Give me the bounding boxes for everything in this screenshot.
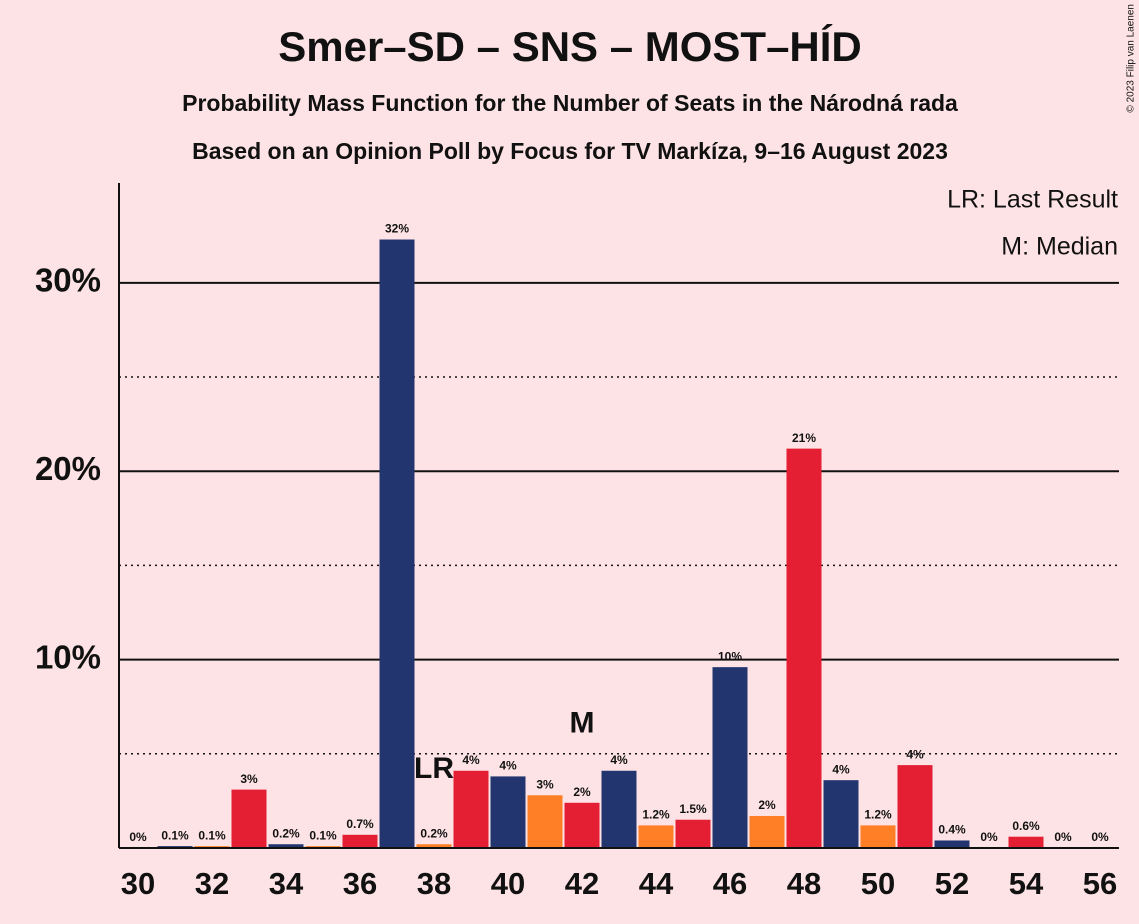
x-tick-label: 34 [269, 866, 304, 901]
bar [749, 815, 785, 848]
bar [638, 825, 674, 848]
data-label: 0% [129, 830, 147, 844]
annotation: M [570, 707, 595, 740]
x-tick-label: 56 [1083, 866, 1117, 901]
bar [860, 825, 896, 848]
data-label: 0.7% [346, 817, 374, 831]
data-label: 4% [610, 753, 628, 767]
bar [416, 844, 452, 848]
x-tick-label: 30 [121, 866, 155, 901]
x-tick-label: 44 [639, 866, 674, 901]
data-label: 4% [906, 747, 924, 761]
data-label: 0.1% [198, 828, 226, 842]
x-tick-label: 48 [787, 866, 821, 901]
data-label: 0.2% [272, 826, 300, 840]
chart-subtitle: Probability Mass Function for the Number… [182, 90, 958, 116]
data-label: 0.2% [420, 826, 448, 840]
x-tick-label: 36 [343, 866, 377, 901]
bar [897, 765, 933, 848]
bar [786, 448, 822, 848]
bar [342, 834, 378, 848]
chart-title: Smer–SD – SNS – MOST–HÍD [278, 23, 862, 70]
bar [712, 667, 748, 848]
data-label: 0.1% [309, 828, 337, 842]
data-label: 2% [758, 798, 776, 812]
bar [823, 780, 859, 848]
bar [601, 770, 637, 848]
bar [564, 802, 600, 848]
x-tick-label: 42 [565, 866, 599, 901]
data-label: 0% [980, 830, 998, 844]
bar [379, 239, 415, 849]
x-tick-label: 50 [861, 866, 895, 901]
chart-subtitle: Based on an Opinion Poll by Focus for TV… [192, 138, 948, 164]
bar [527, 795, 563, 848]
data-label: 0.4% [938, 823, 966, 837]
data-label: 4% [499, 759, 517, 773]
legend-entry: LR: Last Result [947, 186, 1118, 214]
data-label: 21% [792, 431, 816, 445]
x-tick-label: 52 [935, 866, 969, 901]
x-tick-label: 38 [417, 866, 451, 901]
data-label: 4% [462, 753, 480, 767]
data-label: 0.1% [161, 828, 189, 842]
y-tick-label: 30% [35, 262, 101, 299]
data-label: 0% [1091, 830, 1109, 844]
bar [490, 776, 526, 848]
data-label: 0.6% [1012, 819, 1040, 833]
data-label: 0% [1054, 830, 1072, 844]
annotation: LR [414, 752, 454, 785]
data-label: 3% [240, 772, 258, 786]
x-tick-label: 46 [713, 866, 747, 901]
copyright: © 2023 Filip van Laenen [1126, 4, 1137, 113]
bar [453, 770, 489, 848]
bar [934, 840, 970, 848]
x-tick-label: 40 [491, 866, 525, 901]
bar [1008, 836, 1044, 848]
y-tick-label: 10% [35, 638, 101, 675]
data-label: 1.5% [679, 802, 707, 816]
y-tick-label: 20% [35, 450, 101, 487]
x-tick-label: 54 [1009, 866, 1044, 901]
legend-entry: M: Median [1001, 233, 1118, 261]
data-label: 1.2% [864, 808, 892, 822]
data-label: 3% [536, 777, 554, 791]
bar [268, 844, 304, 848]
data-label: 1.2% [642, 808, 670, 822]
data-label: 2% [573, 785, 591, 799]
bar [231, 789, 267, 848]
data-label: 10% [718, 649, 742, 663]
data-label: 4% [832, 762, 850, 776]
data-label: 32% [385, 222, 409, 236]
bar [675, 819, 711, 848]
x-tick-label: 32 [195, 866, 229, 901]
